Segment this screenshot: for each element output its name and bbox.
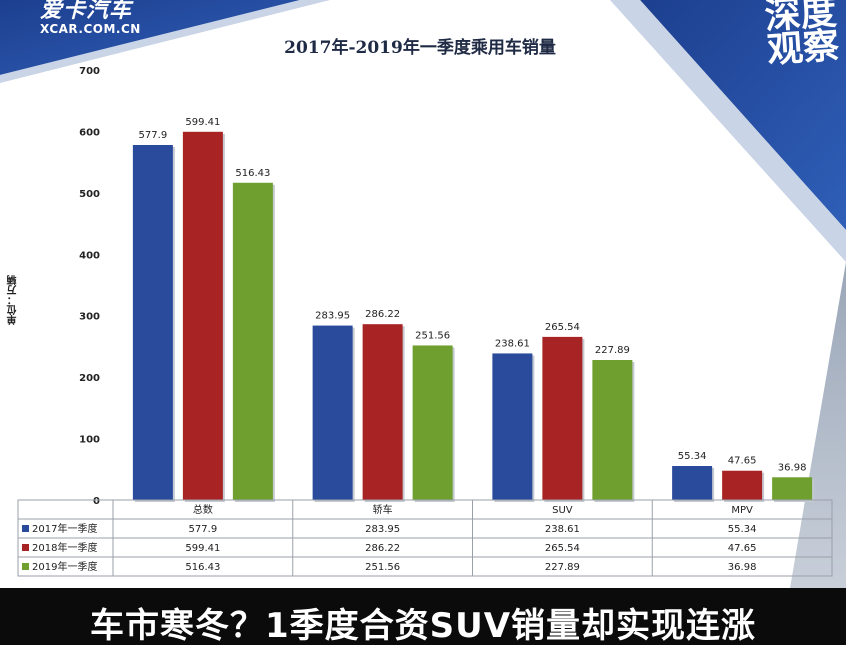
banner-headline: 车市寒冬？1季度合资SUV销量却实现连涨 [89,606,757,645]
table-cell-value: 36.98 [728,562,757,573]
legend-swatch [22,563,29,570]
category-label: SUV [552,505,573,516]
bar-value-label: 516.43 [235,168,270,179]
bar [542,336,583,500]
legend-series-name: 2019年一季度 [32,560,97,573]
table-cell-value: 238.61 [545,524,580,535]
data-labels: 577.9 599.41 516.43 283.95 286.22 251.56 238.6… [139,117,807,473]
bar [362,324,403,500]
y-tick-label: 600 [79,127,100,138]
chart-title: 2017年-2019年一季度乘用车销量 [284,38,556,58]
bar [772,477,813,500]
table-cell-value: 286.22 [365,543,400,554]
category-label: 总数 [193,503,213,516]
table-cell-value: 251.56 [365,562,400,573]
bar [492,353,533,500]
bottom-banner [0,588,846,645]
table-cell-value: 599.41 [185,543,220,554]
y-tick-label: 0 [93,496,100,507]
bar-value-label: 286.22 [365,309,400,320]
xcar-logo: 爱卡汽车 XCAR.COM.CN [40,0,141,35]
category-label: MPV [731,505,753,516]
table-cell-value: 516.43 [185,562,220,573]
bar [132,145,173,501]
y-axis-ticks: 0 100 200 300 400 500 600 700 [79,66,100,507]
bars [132,131,815,503]
table-cell-value: 47.65 [728,543,757,554]
legend-swatch [22,544,29,551]
bar-value-label: 36.98 [778,462,807,473]
y-tick-label: 300 [79,312,100,323]
bar-value-label: 577.9 [139,130,168,141]
category-label: 轿车 [373,503,393,516]
bar-value-label: 47.65 [728,456,757,467]
bar-value-label: 227.89 [595,345,630,356]
bar [722,470,763,500]
data-table: 总数 轿车 SUV MPV 2017年一季度 577.9 283.95 238.61 55.34… [17,499,833,577]
y-tick-label: 700 [79,66,100,77]
bar [312,325,353,500]
bar [672,466,713,500]
table-cell-value: 227.89 [545,562,580,573]
legend-series-name: 2018年一季度 [32,541,97,554]
table-cell-value: 265.54 [545,543,580,554]
bar [232,182,273,500]
y-tick-label: 500 [79,189,100,200]
bar-value-label: 599.41 [185,117,220,128]
bar [592,360,633,500]
top-left-band-edge [0,0,330,83]
bar-value-label: 238.61 [495,338,530,349]
bar [182,131,223,500]
bar-value-label: 283.95 [315,311,350,322]
y-tick-label: 100 [79,435,100,446]
table-cell-value: 577.9 [189,524,218,535]
logo-cn-text: 爱卡汽车 [40,0,133,23]
bar [412,345,453,500]
y-tick-label: 200 [79,373,100,384]
bar-value-label: 55.34 [678,451,707,462]
bar-value-label: 265.54 [545,322,580,333]
y-tick-label: 400 [79,250,100,261]
bar-value-label: 251.56 [415,330,450,341]
table-cell-value: 283.95 [365,524,400,535]
legend-series-name: 2017年一季度 [32,522,97,535]
logo-en-text: XCAR.COM.CN [40,22,141,36]
top-right-band-edge [610,0,846,262]
legend-swatch [22,525,29,532]
table-cell-value: 55.34 [728,524,757,535]
